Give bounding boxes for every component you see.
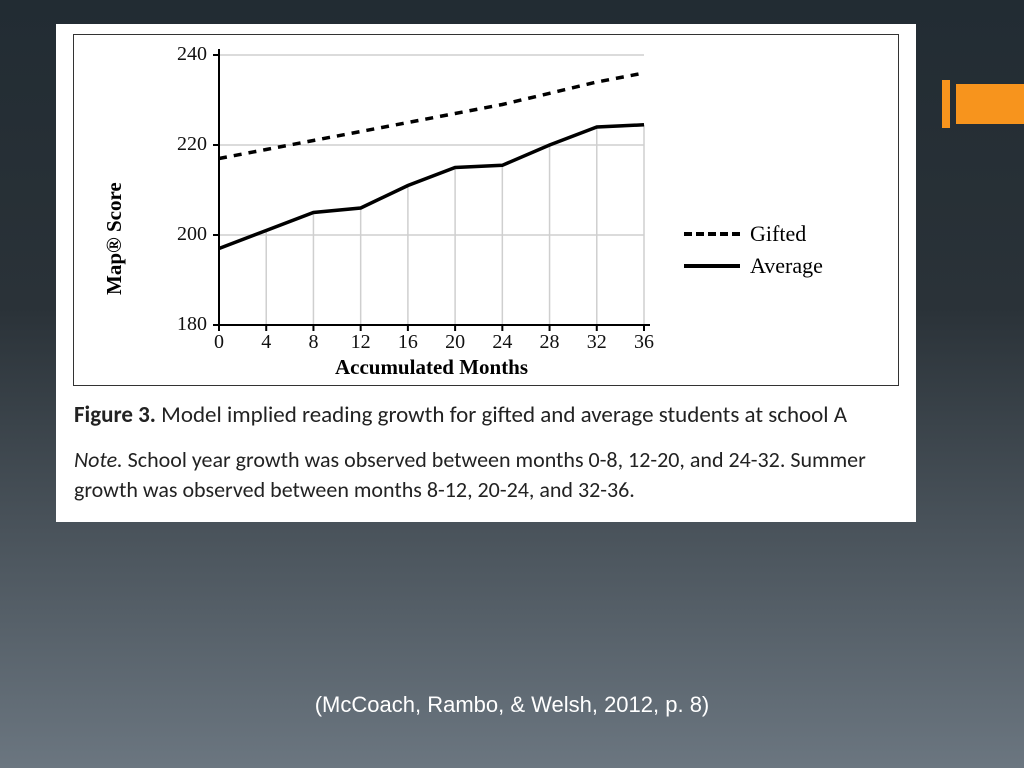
x-tick-label: 12 (347, 331, 375, 354)
legend-line-sample (684, 264, 740, 268)
legend-label: Gifted (750, 221, 806, 247)
x-tick-label: 36 (630, 331, 658, 354)
caption-text: Model implied reading growth for gifted … (161, 401, 847, 429)
y-axis-label: Map® Score (102, 182, 127, 295)
y-tick-label: 220 (177, 133, 207, 156)
chart-frame: Map® Score Accumulated Months 1802002202… (73, 34, 899, 386)
note-label: Note. (74, 446, 123, 473)
legend-line-sample (684, 232, 740, 236)
slide: Map® Score Accumulated Months 1802002202… (0, 0, 1024, 768)
y-tick-label: 200 (177, 223, 207, 246)
x-tick-label: 0 (205, 331, 233, 354)
figure-card: Map® Score Accumulated Months 1802002202… (56, 24, 916, 522)
y-tick-label: 240 (177, 43, 207, 66)
figure-caption: Figure 3. Model implied reading growth f… (74, 400, 898, 431)
accent-bar-wide (956, 84, 1024, 124)
x-tick-label: 8 (299, 331, 327, 354)
note-text: School year growth was observed between … (74, 446, 866, 503)
chart-legend: Gifted Average (684, 215, 823, 285)
y-tick-label: 180 (177, 313, 207, 336)
x-tick-label: 20 (441, 331, 469, 354)
x-tick-label: 24 (488, 331, 516, 354)
accent-bar-thin (942, 80, 950, 128)
figure-note: Note. School year growth was observed be… (74, 445, 898, 504)
citation: (McCoach, Rambo, & Welsh, 2012, p. 8) (0, 692, 1024, 718)
x-tick-label: 28 (536, 331, 564, 354)
x-axis-label: Accumulated Months (219, 355, 644, 380)
x-tick-label: 4 (252, 331, 280, 354)
x-tick-label: 16 (394, 331, 422, 354)
legend-item: Gifted (684, 221, 823, 247)
legend-item: Average (684, 253, 823, 279)
caption-label: Figure 3. (74, 401, 156, 429)
legend-label: Average (750, 253, 823, 279)
x-tick-label: 32 (583, 331, 611, 354)
